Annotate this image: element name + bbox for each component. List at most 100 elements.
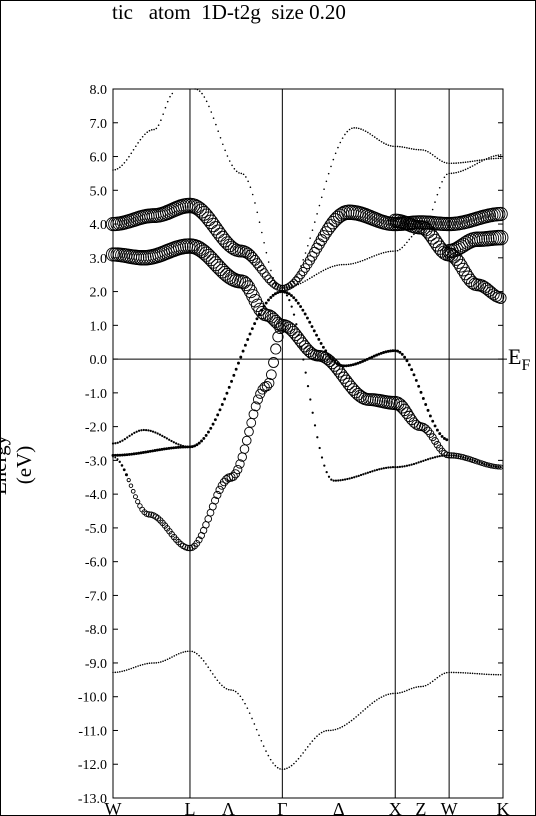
band-point — [264, 274, 273, 284]
band-point — [235, 368, 238, 371]
band-point — [274, 292, 277, 295]
band-point — [394, 692, 397, 695]
band-point — [380, 252, 383, 255]
band-point — [186, 445, 189, 448]
band-point — [111, 442, 115, 445]
band-point — [166, 100, 169, 103]
band-point — [295, 760, 297, 763]
band-point — [408, 238, 411, 241]
band-point — [435, 428, 439, 432]
band-point — [436, 157, 439, 160]
band-point — [389, 145, 392, 147]
band-point — [225, 392, 229, 395]
band-point — [319, 341, 323, 345]
band-point — [305, 316, 309, 320]
band-point — [155, 127, 158, 130]
band — [111, 290, 502, 482]
band-point — [160, 119, 162, 122]
band-point — [317, 337, 321, 341]
band-point — [162, 660, 164, 663]
band-point — [343, 724, 346, 727]
band-point — [312, 329, 316, 333]
band-point — [341, 137, 344, 139]
band-point — [205, 663, 207, 665]
band-point — [151, 430, 155, 433]
band-point — [412, 373, 416, 377]
band-point — [157, 661, 160, 664]
band-point — [407, 363, 411, 367]
band-point — [151, 449, 155, 453]
band-point — [252, 394, 263, 405]
band-point — [263, 241, 265, 244]
band — [281, 127, 502, 293]
band-point — [424, 149, 427, 152]
band-point — [142, 428, 145, 432]
band-point — [120, 453, 124, 457]
band-point — [118, 453, 122, 457]
band-point — [123, 453, 127, 457]
band-point — [313, 737, 316, 740]
band-point — [384, 350, 388, 354]
y-tick-label: -3.0 — [85, 454, 107, 469]
band-point — [207, 666, 210, 668]
band-point — [356, 361, 360, 365]
band-point — [323, 188, 325, 190]
band-point — [460, 671, 462, 674]
band-point — [125, 669, 128, 671]
band-point — [394, 145, 397, 148]
band-point — [286, 767, 288, 770]
band-point — [392, 692, 394, 695]
band-point — [123, 438, 126, 441]
band-point — [321, 345, 325, 349]
band-point — [332, 158, 335, 161]
band-point — [261, 231, 263, 234]
band-point — [191, 650, 194, 653]
band-point — [457, 162, 460, 164]
band-point — [431, 208, 434, 211]
band-point — [322, 269, 325, 272]
band-point — [262, 745, 265, 747]
band-point — [218, 233, 232, 248]
band-point — [474, 672, 476, 675]
band-point — [357, 474, 360, 477]
band-point — [303, 312, 307, 316]
band-point — [391, 466, 395, 469]
y-tick-label: 4.0 — [90, 218, 108, 233]
band-point — [443, 161, 446, 164]
fermi-level-label: EF — [508, 344, 530, 375]
band-point — [350, 263, 352, 265]
band-point — [467, 167, 469, 170]
band-point — [362, 129, 365, 131]
band-point — [288, 766, 291, 768]
band-point — [390, 396, 405, 411]
band-point — [193, 651, 196, 654]
band-point — [154, 431, 157, 434]
band-point — [137, 142, 139, 144]
band-point — [403, 690, 406, 693]
band-point — [308, 277, 311, 280]
band-point — [270, 343, 282, 355]
band-point — [211, 423, 215, 426]
band-point — [177, 652, 180, 655]
band-point — [214, 676, 216, 678]
band-point — [239, 695, 242, 698]
band-point — [174, 442, 178, 445]
band-point — [359, 260, 362, 263]
band-point — [412, 462, 416, 466]
band-point — [184, 650, 187, 653]
band-point — [120, 464, 124, 467]
band-point — [445, 671, 448, 674]
band-point — [408, 147, 411, 150]
band-point — [431, 437, 439, 445]
band-point — [481, 159, 483, 161]
band-point — [181, 444, 185, 448]
band-point — [209, 427, 212, 430]
band-point — [351, 363, 355, 367]
band-point — [417, 384, 421, 388]
band-point — [174, 446, 178, 449]
band-point — [427, 150, 429, 153]
band-point — [453, 452, 460, 459]
band-point — [399, 692, 401, 694]
band-point — [460, 161, 462, 164]
band-point — [445, 173, 448, 176]
